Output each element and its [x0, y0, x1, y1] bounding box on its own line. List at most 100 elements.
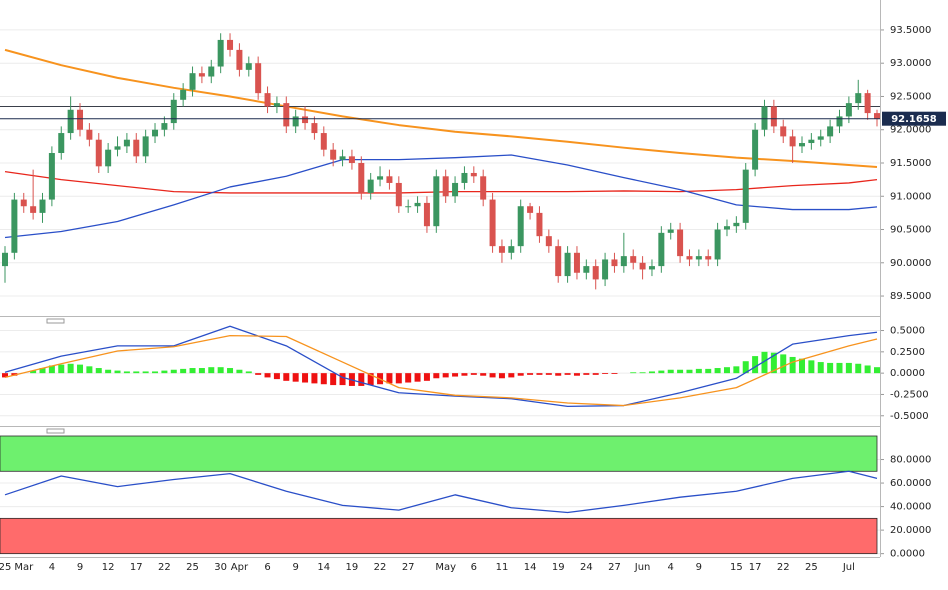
candle-body — [658, 232, 665, 267]
last-price-box — [882, 111, 946, 126]
last-price-label: 92.1658 — [891, 114, 937, 125]
histogram-bar — [845, 362, 852, 374]
histogram-bar — [686, 369, 693, 374]
candle-body — [367, 179, 374, 193]
histogram-bar — [817, 362, 824, 374]
x-tick-label: 15 — [730, 562, 743, 573]
candle-body — [602, 259, 609, 280]
y-tick-label: 92.0000 — [890, 125, 931, 136]
histogram-bar — [152, 371, 159, 374]
y-tick-label: 0.0000 — [890, 368, 925, 379]
y-tick-label: 0.5000 — [890, 326, 925, 337]
histogram-bar — [123, 371, 130, 374]
histogram-bar — [208, 367, 215, 374]
panel-resize-handle[interactable] — [46, 318, 65, 324]
candle-body — [170, 99, 177, 124]
candle-body — [686, 256, 693, 260]
x-tick-label: 9 — [292, 562, 298, 573]
histogram-bar — [827, 362, 834, 374]
histogram-bar — [67, 363, 74, 374]
panel-resize-handle[interactable] — [46, 428, 65, 434]
candle-body — [536, 212, 543, 237]
candle-body — [86, 129, 93, 140]
histogram-bar — [714, 368, 721, 374]
candle-body — [292, 116, 299, 127]
y-tick-label: 92.5000 — [890, 91, 931, 102]
histogram-bar — [264, 373, 271, 378]
histogram-bar — [395, 373, 402, 384]
histogram-bar — [161, 370, 168, 374]
candle-body — [817, 136, 824, 140]
histogram-bar — [480, 373, 487, 376]
x-tick-label: Jul — [842, 562, 855, 573]
candle-body — [142, 136, 149, 157]
candle-body — [2, 252, 8, 267]
rsi-zone — [0, 517, 878, 555]
candle-body — [123, 139, 130, 147]
candle-body — [677, 229, 684, 257]
candle-body — [405, 206, 412, 208]
candle-body — [442, 176, 449, 197]
histogram-bar — [433, 373, 440, 379]
candle-body — [648, 266, 655, 270]
candle-body — [789, 136, 796, 147]
x-tick-label: 11 — [496, 562, 509, 573]
candle-body — [864, 93, 871, 114]
histogram-bar — [536, 373, 543, 375]
candle-body — [339, 156, 346, 160]
histogram-bar — [11, 373, 18, 376]
histogram-bar — [358, 373, 365, 386]
histogram-bar — [236, 369, 243, 374]
candle-body — [592, 266, 599, 280]
candle-body — [245, 63, 252, 70]
histogram-bar — [470, 373, 477, 375]
histogram-bar — [808, 360, 815, 374]
histogram-bar — [527, 373, 534, 375]
candle-body — [395, 182, 402, 207]
candle-body — [11, 199, 18, 253]
candle-body — [583, 266, 590, 273]
histogram-bar — [508, 373, 515, 378]
y-tick-label: 90.5000 — [890, 225, 931, 236]
candle-body — [470, 172, 477, 177]
histogram-bar — [245, 371, 252, 374]
candle-body — [302, 116, 309, 124]
histogram-bar — [573, 373, 580, 376]
candle-body — [620, 256, 627, 267]
x-tick-label: 27 — [402, 562, 415, 573]
x-tick-label: 14 — [524, 562, 537, 573]
candle-body — [770, 106, 777, 127]
histogram-bar — [695, 368, 702, 374]
histogram-bar — [198, 368, 205, 374]
x-tick-label: 4 — [668, 562, 674, 573]
candle-body — [58, 133, 65, 154]
histogram-bar — [517, 373, 524, 376]
histogram-bar — [423, 373, 430, 381]
histogram-bar — [545, 373, 552, 375]
candle-body — [348, 156, 355, 163]
histogram-bar — [639, 372, 646, 374]
histogram-bar — [48, 365, 55, 374]
candle-body — [283, 103, 290, 127]
histogram-bar — [461, 373, 468, 376]
candle-body — [227, 39, 234, 50]
candle-body — [30, 206, 37, 213]
histogram-bar — [855, 363, 862, 374]
frame-layer — [0, 0, 881, 558]
histogram-bar — [217, 367, 224, 374]
rsi-zone — [0, 435, 878, 472]
histogram-bar — [667, 369, 674, 374]
histogram-bar — [723, 367, 730, 374]
histogram-bar — [311, 373, 318, 384]
candle-body — [639, 262, 646, 270]
candle-body — [48, 153, 55, 200]
candle-body — [480, 176, 487, 200]
candle-body — [611, 259, 618, 267]
histogram-bar — [489, 373, 496, 378]
candle-body — [695, 256, 702, 260]
histogram-bar — [58, 364, 65, 374]
candle-body — [705, 256, 712, 260]
x-tick-label: 22 — [374, 562, 387, 573]
x-tick-label: 25 — [0, 562, 11, 573]
